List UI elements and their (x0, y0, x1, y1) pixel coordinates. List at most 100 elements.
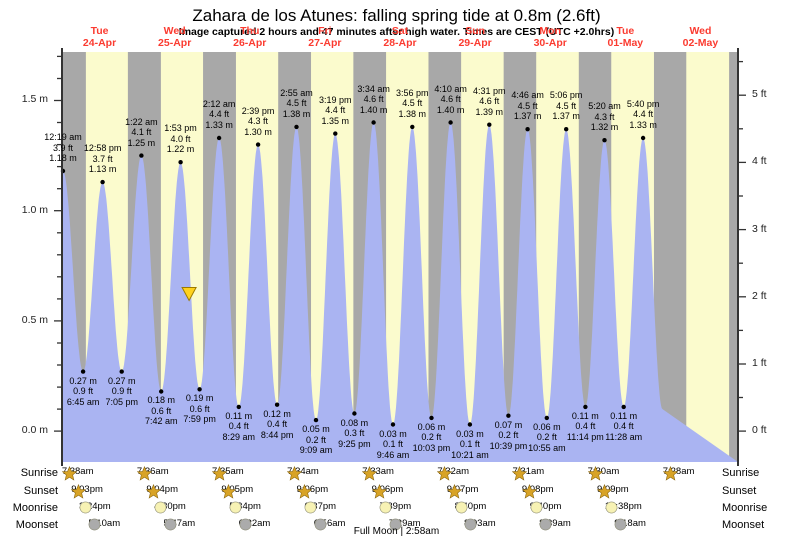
tide-height-m: 0.03 m (379, 428, 407, 439)
tide-height-ft: 0.6 ft (189, 403, 210, 414)
tide-extreme-label: 5:06 pm 4.5 ft 1.37 m (528, 90, 604, 122)
event-time: 9:04pm (146, 484, 178, 495)
event-time: 5:47am (163, 518, 196, 529)
tide-height-ft: 0.2 ft (536, 432, 557, 443)
tide-height-ft: 4.3 ft (594, 111, 615, 122)
tide-height-ft: 3.7 ft (92, 153, 113, 164)
tide-extreme-dot (236, 404, 241, 410)
moonrise-event: 3:24pm (79, 501, 111, 514)
event-time: 6:56am (313, 518, 346, 529)
day-header: Sun 29-Apr (435, 25, 515, 49)
moon-circle-icon (304, 501, 317, 514)
tide-extreme-label: 0.06 m 0.2 ft 10:55 am (509, 422, 585, 454)
sunrise-event: 7:32am (437, 466, 469, 481)
sunrise-event: 7:36am (136, 466, 169, 481)
tide-time: 4:31 pm (472, 85, 506, 96)
event-time: 7:34am (287, 466, 319, 477)
tide-height-m: 0.06 m (417, 421, 446, 432)
tide-height-ft: 4.4 ft (209, 109, 230, 120)
moon-circle-icon (229, 501, 242, 514)
moonrise-event: 10:38pm (605, 501, 642, 514)
tide-extreme-dot (197, 387, 202, 392)
tide-height-ft: 0.2 ft (305, 434, 326, 445)
tide-height-ft: 3.9 ft (52, 142, 73, 153)
moonset-event: 6:22am (239, 518, 270, 531)
tide-extreme-label: 4:10 am 4.6 ft 1.40 m (413, 84, 489, 116)
tide-height-ft: 4.5 ft (286, 98, 307, 109)
y-axis-label-metric: 1.5 m (21, 93, 48, 106)
moonset-event: 7:29am (388, 518, 421, 531)
tide-extreme-label: 0.18 m 0.6 ft 7:42 am (123, 395, 199, 427)
tide-height-m: 1.37 m (552, 111, 580, 122)
moonset-event: 8:03am (464, 518, 496, 531)
day-of-week: Sat (391, 25, 409, 37)
tide-extreme-dot (100, 179, 105, 185)
star-icon (61, 466, 77, 481)
event-time: 7:38am (61, 466, 94, 477)
tide-extreme-label: 0.12 m 0.4 ft 8:44 pm (239, 409, 315, 441)
event-time: 9:03pm (71, 484, 103, 495)
tide-time: 9:09 am (299, 445, 333, 456)
tide-time: 10:03 pm (412, 442, 451, 453)
tide-height-m: 0.06 m (533, 421, 561, 432)
tide-height-m: 0.03 m (456, 428, 484, 439)
tide-extreme-dot (216, 135, 222, 141)
y-axis-label-metric: 1.0 m (21, 203, 48, 216)
day-date: 30-Apr (533, 37, 567, 49)
y-axis-label-imperial: 2 ft (752, 289, 767, 302)
y-axis-label-imperial: 1 ft (752, 356, 767, 369)
sunset-event: 9:05pm (221, 484, 253, 499)
tide-time: 8:44 pm (260, 429, 294, 440)
star-icon (146, 484, 162, 499)
page-title: Zahara de los Atunes: falling spring tid… (192, 6, 601, 25)
tide-extreme-label: 4:31 pm 4.6 ft 1.39 m (451, 86, 527, 118)
tide-time: 3:34 am (357, 83, 390, 94)
event-time: 7:35am (212, 466, 244, 477)
moonset-event: 6:56am (313, 518, 346, 531)
tide-height-ft: 0.4 ft (228, 421, 249, 432)
day-of-week: Fri (318, 25, 332, 37)
sunset-event: 9:09pm (596, 484, 629, 499)
tide-height-ft: 4.4 ft (325, 105, 346, 116)
star-icon (212, 466, 228, 481)
moon-circle-icon (389, 518, 402, 531)
star-icon (437, 466, 453, 481)
tide-extreme-dot (410, 124, 415, 130)
tide-height-m: 1.22 m (166, 144, 195, 155)
moonrise-event: 6:37pm (304, 501, 336, 514)
event-time: 7:29am (388, 518, 421, 529)
tide-extreme-dot (621, 404, 626, 410)
tide-extreme-dot (294, 124, 299, 130)
event-time: 8:40pm (454, 501, 487, 512)
tide-extreme-label: 2:55 am 4.5 ft 1.38 m (258, 88, 334, 120)
tide-time: 10:39 pm (489, 440, 528, 451)
tide-time: 11:28 am (605, 431, 643, 442)
event-time: 7:31am (512, 466, 545, 477)
tide-extreme-label: 0.11 m 0.4 ft 8:29 am (201, 411, 277, 443)
tide-time: 1:22 am (125, 116, 158, 127)
tide-extreme-label: 3:56 pm 4.5 ft 1.38 m (374, 88, 450, 120)
tide-extreme-label: 2:39 pm 4.3 ft 1.30 m (220, 106, 296, 138)
sunset-event: 9:04pm (146, 484, 178, 499)
tide-height-m: 1.13 m (88, 164, 117, 175)
event-time: 9:06pm (296, 484, 329, 495)
tide-height-m: 0.05 m (302, 424, 330, 435)
moon-circle-icon (605, 501, 618, 514)
tide-height-ft: 0.4 ft (575, 421, 596, 432)
tide-extreme-dot (506, 413, 511, 418)
tide-height-ft: 0.2 ft (421, 432, 442, 443)
day-band (686, 52, 730, 462)
tide-height-m: 1.35 m (321, 115, 350, 126)
event-row-label-right-moonrise: Moonrise (722, 502, 768, 514)
day-header: Tue 24-Apr (60, 25, 140, 49)
tide-extreme-dot (119, 369, 124, 374)
moon-circle-icon (79, 501, 92, 514)
tide-height-ft: 0.2 ft (498, 430, 519, 441)
tide-height-ft: 4.6 ft (363, 94, 384, 105)
day-header: Tue 01-May (585, 25, 665, 49)
day-header: Wed 02-May (660, 25, 740, 49)
star-icon (221, 484, 237, 499)
moon-circle-icon (380, 501, 392, 514)
tide-extreme-label: 2:12 am 4.4 ft 1.33 m (181, 99, 257, 131)
event-row-label-right-sunset: Sunset (722, 485, 757, 497)
